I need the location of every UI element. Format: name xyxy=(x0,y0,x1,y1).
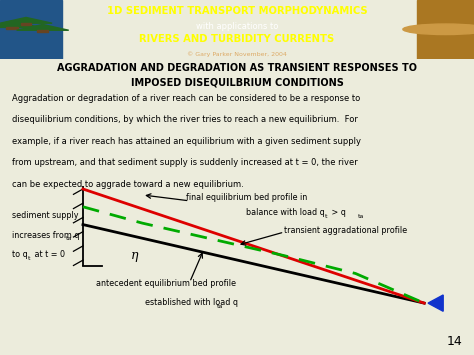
Text: η: η xyxy=(131,249,139,262)
Text: balance with load q: balance with load q xyxy=(246,208,325,217)
Bar xyxy=(6,27,18,29)
Text: can be expected to aggrade toward a new equilibrium.: can be expected to aggrade toward a new … xyxy=(12,180,244,189)
Text: ta: ta xyxy=(358,214,364,219)
Text: antecedent equilibrium bed profile: antecedent equilibrium bed profile xyxy=(96,279,236,288)
Text: IMPOSED DISEQUILBRIUM CONDITIONS: IMPOSED DISEQUILBRIUM CONDITIONS xyxy=(130,78,344,88)
Text: to q: to q xyxy=(12,250,27,259)
Polygon shape xyxy=(0,21,40,27)
Polygon shape xyxy=(0,17,52,23)
Text: sediment supply: sediment supply xyxy=(12,211,78,220)
Bar xyxy=(21,23,31,25)
Text: Aggradation or degradation of a river reach can be considered to be a response t: Aggradation or degradation of a river re… xyxy=(12,94,360,103)
Text: 14: 14 xyxy=(447,335,462,348)
Text: final equilibrium bed profile in: final equilibrium bed profile in xyxy=(186,193,307,202)
Text: © Gary Parker November, 2004: © Gary Parker November, 2004 xyxy=(187,51,287,56)
Bar xyxy=(0,0,62,59)
Text: ta: ta xyxy=(217,304,223,309)
Text: transient aggradational profile: transient aggradational profile xyxy=(284,226,408,235)
Text: increases from q: increases from q xyxy=(12,230,79,240)
Text: established with load q: established with load q xyxy=(145,298,237,307)
Circle shape xyxy=(403,24,474,34)
Bar xyxy=(37,30,48,32)
Bar xyxy=(417,0,474,59)
Text: 1D SEDIMENT TRANSPORT MORPHODYNAMICS: 1D SEDIMENT TRANSPORT MORPHODYNAMICS xyxy=(107,6,367,16)
Text: > q: > q xyxy=(329,208,346,217)
Text: RIVERS AND TURBIDITY CURRENTS: RIVERS AND TURBIDITY CURRENTS xyxy=(139,34,335,44)
Text: ta: ta xyxy=(65,236,72,241)
Text: at t = 0: at t = 0 xyxy=(32,250,65,259)
Polygon shape xyxy=(428,295,443,311)
Text: from upstream, and that sediment supply is suddenly increased at t = 0, the rive: from upstream, and that sediment supply … xyxy=(12,158,357,167)
Polygon shape xyxy=(17,24,69,30)
Text: disequilibrium conditions, by which the river tries to reach a new equilibrium. : disequilibrium conditions, by which the … xyxy=(12,115,358,125)
Text: AGGRADATION AND DEGRADATION AS TRANSIENT RESPONSES TO: AGGRADATION AND DEGRADATION AS TRANSIENT… xyxy=(57,63,417,73)
Text: t: t xyxy=(325,214,327,219)
Text: t: t xyxy=(27,256,30,261)
Text: with applications to: with applications to xyxy=(196,22,278,31)
Text: example, if a river reach has attained an equilibrium with a given sediment supp: example, if a river reach has attained a… xyxy=(12,137,361,146)
